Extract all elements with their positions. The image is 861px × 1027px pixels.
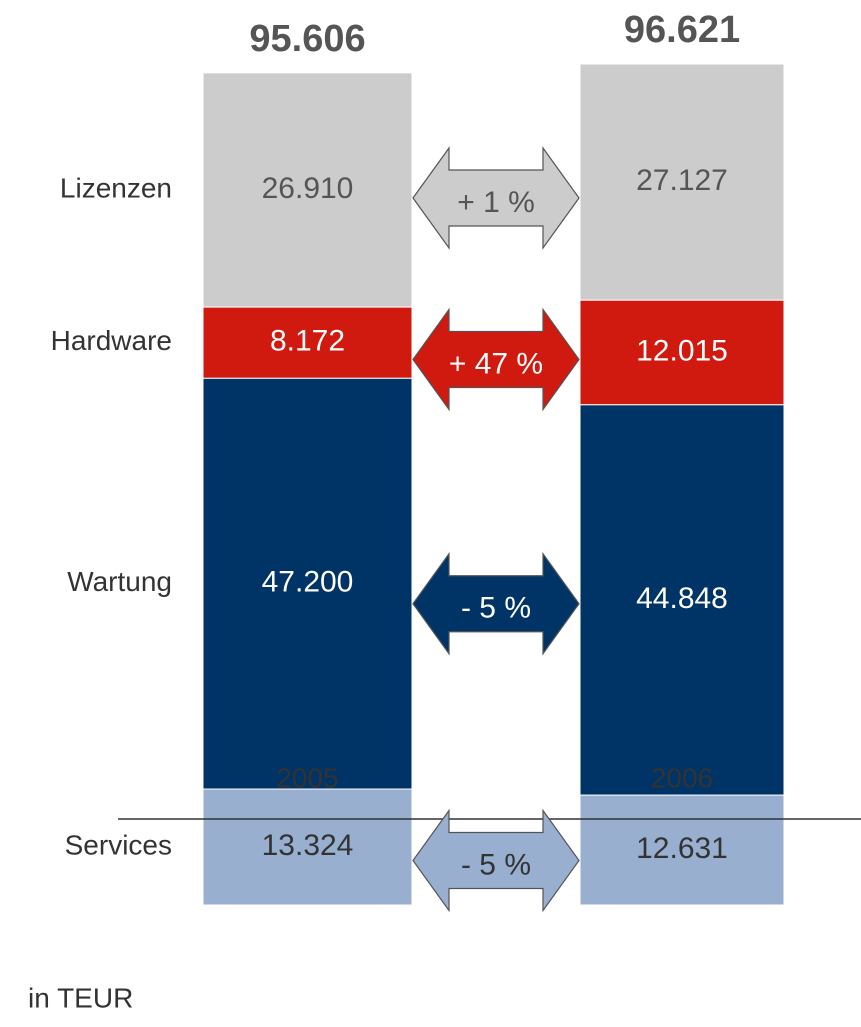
unit-note: in TEUR bbox=[28, 982, 133, 1013]
value-label: 44.848 bbox=[636, 582, 728, 615]
change-label: + 47 % bbox=[449, 347, 543, 380]
value-label: 12.015 bbox=[636, 334, 728, 367]
change-label: - 5 % bbox=[461, 848, 531, 881]
change-arrow bbox=[412, 551, 580, 656]
x-tick-label: 2005 bbox=[276, 762, 338, 793]
series-label: Hardware bbox=[51, 325, 172, 356]
series-label: Services bbox=[65, 829, 172, 860]
value-label: 26.910 bbox=[262, 172, 354, 205]
change-label: - 5 % bbox=[461, 592, 531, 625]
value-label: 47.200 bbox=[262, 566, 354, 599]
change-arrow bbox=[412, 146, 580, 250]
change-arrow bbox=[412, 808, 580, 913]
change-arrow bbox=[412, 307, 580, 412]
value-label: 8.172 bbox=[270, 325, 345, 358]
value-label: 13.324 bbox=[262, 829, 354, 862]
bar-segment bbox=[579, 63, 785, 301]
bar-segment bbox=[579, 404, 785, 796]
value-label: 12.631 bbox=[636, 832, 728, 865]
value-label: 27.127 bbox=[636, 164, 728, 197]
bar-segment bbox=[202, 788, 413, 906]
x-tick-label: 2006 bbox=[651, 762, 713, 793]
series-label: Lizenzen bbox=[60, 172, 172, 203]
series-label: Wartung bbox=[67, 566, 172, 597]
total-label: 96.621 bbox=[624, 9, 740, 51]
bar-segment bbox=[202, 377, 413, 790]
bar-segment bbox=[579, 794, 785, 906]
bar-segment bbox=[579, 299, 785, 406]
total-label: 95.606 bbox=[249, 18, 365, 60]
change-label: + 1 % bbox=[457, 186, 535, 219]
bar-segment bbox=[202, 72, 413, 308]
